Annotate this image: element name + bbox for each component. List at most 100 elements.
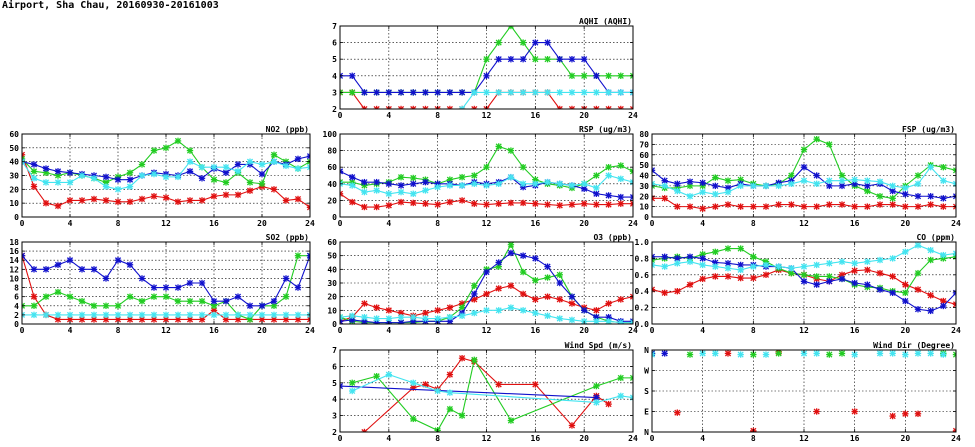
data-point-red [495,285,502,292]
data-point-red [712,273,719,280]
data-point-cyan [150,311,158,319]
data-point-cyan [532,309,539,317]
y-tick-label: 6 [332,39,337,48]
data-point-red [914,410,922,417]
data-point-green [410,415,417,423]
data-point-cyan [544,89,551,96]
data-point-blue [246,302,254,309]
data-point-cyan [114,186,122,193]
panel-rsp: 0 4 8 12 16 20 24 0 20 40 60 80 100 RSP (ug/m3) [323,125,638,228]
y-tick-label: 30 [639,182,649,191]
x-tick-label: 20 [901,434,911,443]
data-point-red [580,200,588,207]
data-point-green [397,173,405,181]
x-tick-label: 12 [482,326,492,335]
y-tick-label: 0 [644,213,649,222]
data-point-blue [198,279,206,287]
data-point-cyan [593,399,600,406]
data-point-blue [422,89,429,96]
data-point-cyan [864,177,871,184]
data-point-red [750,203,757,210]
data-point-green [544,274,551,281]
data-point-cyan [54,179,62,186]
y-tick-label: 0.2 [635,304,650,313]
data-point-green [150,293,158,300]
data-point-cyan [198,164,206,171]
data-point-cyan [138,172,146,179]
data-point-blue [483,72,490,79]
x-tick-label: 16 [531,111,541,120]
data-point-red [532,296,539,303]
data-point-red [446,105,454,109]
y-tick-label: 4 [332,395,337,404]
data-point-blue [54,261,62,268]
data-point-blue [186,279,194,287]
data-point-cyan [246,311,254,319]
data-point-blue [340,168,344,175]
data-point-cyan [864,258,871,265]
data-point-blue [102,173,110,181]
data-point-red [864,266,871,274]
panel-title: NO2 (ppb) [266,125,309,134]
data-point-red [434,201,441,208]
data-point-cyan [434,387,441,395]
data-point-cyan [385,190,393,197]
data-point-green [258,180,266,187]
data-point-red [568,300,576,307]
data-point-cyan [544,178,551,186]
data-point-blue [42,165,50,172]
data-point-green [222,179,230,186]
data-point-green [724,177,732,184]
data-point-red [30,293,38,300]
data-point-cyan [568,316,576,324]
data-point-green [349,379,356,386]
data-point-blue [495,259,502,266]
data-point-cyan [186,158,194,165]
data-point-red [605,105,612,109]
data-point-green [927,256,934,264]
data-point-blue [699,255,706,262]
data-point-red [593,105,600,109]
data-point-blue [661,350,668,357]
data-point-blue [222,169,230,176]
data-point-red [361,428,368,432]
data-point-cyan [927,350,934,357]
panel-aqhi: 0 4 8 12 16 20 24 2 3 4 5 6 7 AQHI (AQHI) [332,17,638,120]
data-point-green [712,248,719,256]
data-point-blue [349,72,356,79]
y-tick-label: 60 [9,130,19,139]
x-tick-label: 20 [901,326,911,335]
data-point-cyan [593,89,600,96]
panel-title: SO2 (ppb) [266,233,309,242]
data-point-red [762,271,770,278]
data-point-red [851,408,858,415]
y-tick-label: 2 [332,105,337,114]
data-point-cyan [952,250,956,257]
data-point-cyan [914,242,922,249]
x-tick-label: 12 [161,326,171,335]
data-point-cyan [349,182,356,189]
data-point-cyan [617,319,624,324]
data-point-cyan [54,311,62,319]
data-point-blue [186,168,194,175]
data-point-green [495,39,502,46]
data-point-green [507,147,515,154]
data-point-cyan [851,260,858,267]
data-point-blue [532,39,539,46]
data-point-red [246,187,254,194]
data-point-cyan [889,350,896,357]
data-point-cyan [210,164,218,171]
series-cyan [652,164,956,200]
data-point-blue [902,297,909,305]
data-point-cyan [162,173,170,181]
data-point-cyan [605,89,612,96]
plot-area [340,350,633,432]
data-point-green [126,169,134,176]
x-tick-label: 24 [628,326,638,335]
data-point-red [397,198,405,206]
data-point-cyan [495,180,502,187]
data-point-green [186,147,194,154]
y-tick-label: 0 [332,213,337,222]
y-tick-label: 0 [14,320,19,329]
data-point-cyan [446,182,454,189]
